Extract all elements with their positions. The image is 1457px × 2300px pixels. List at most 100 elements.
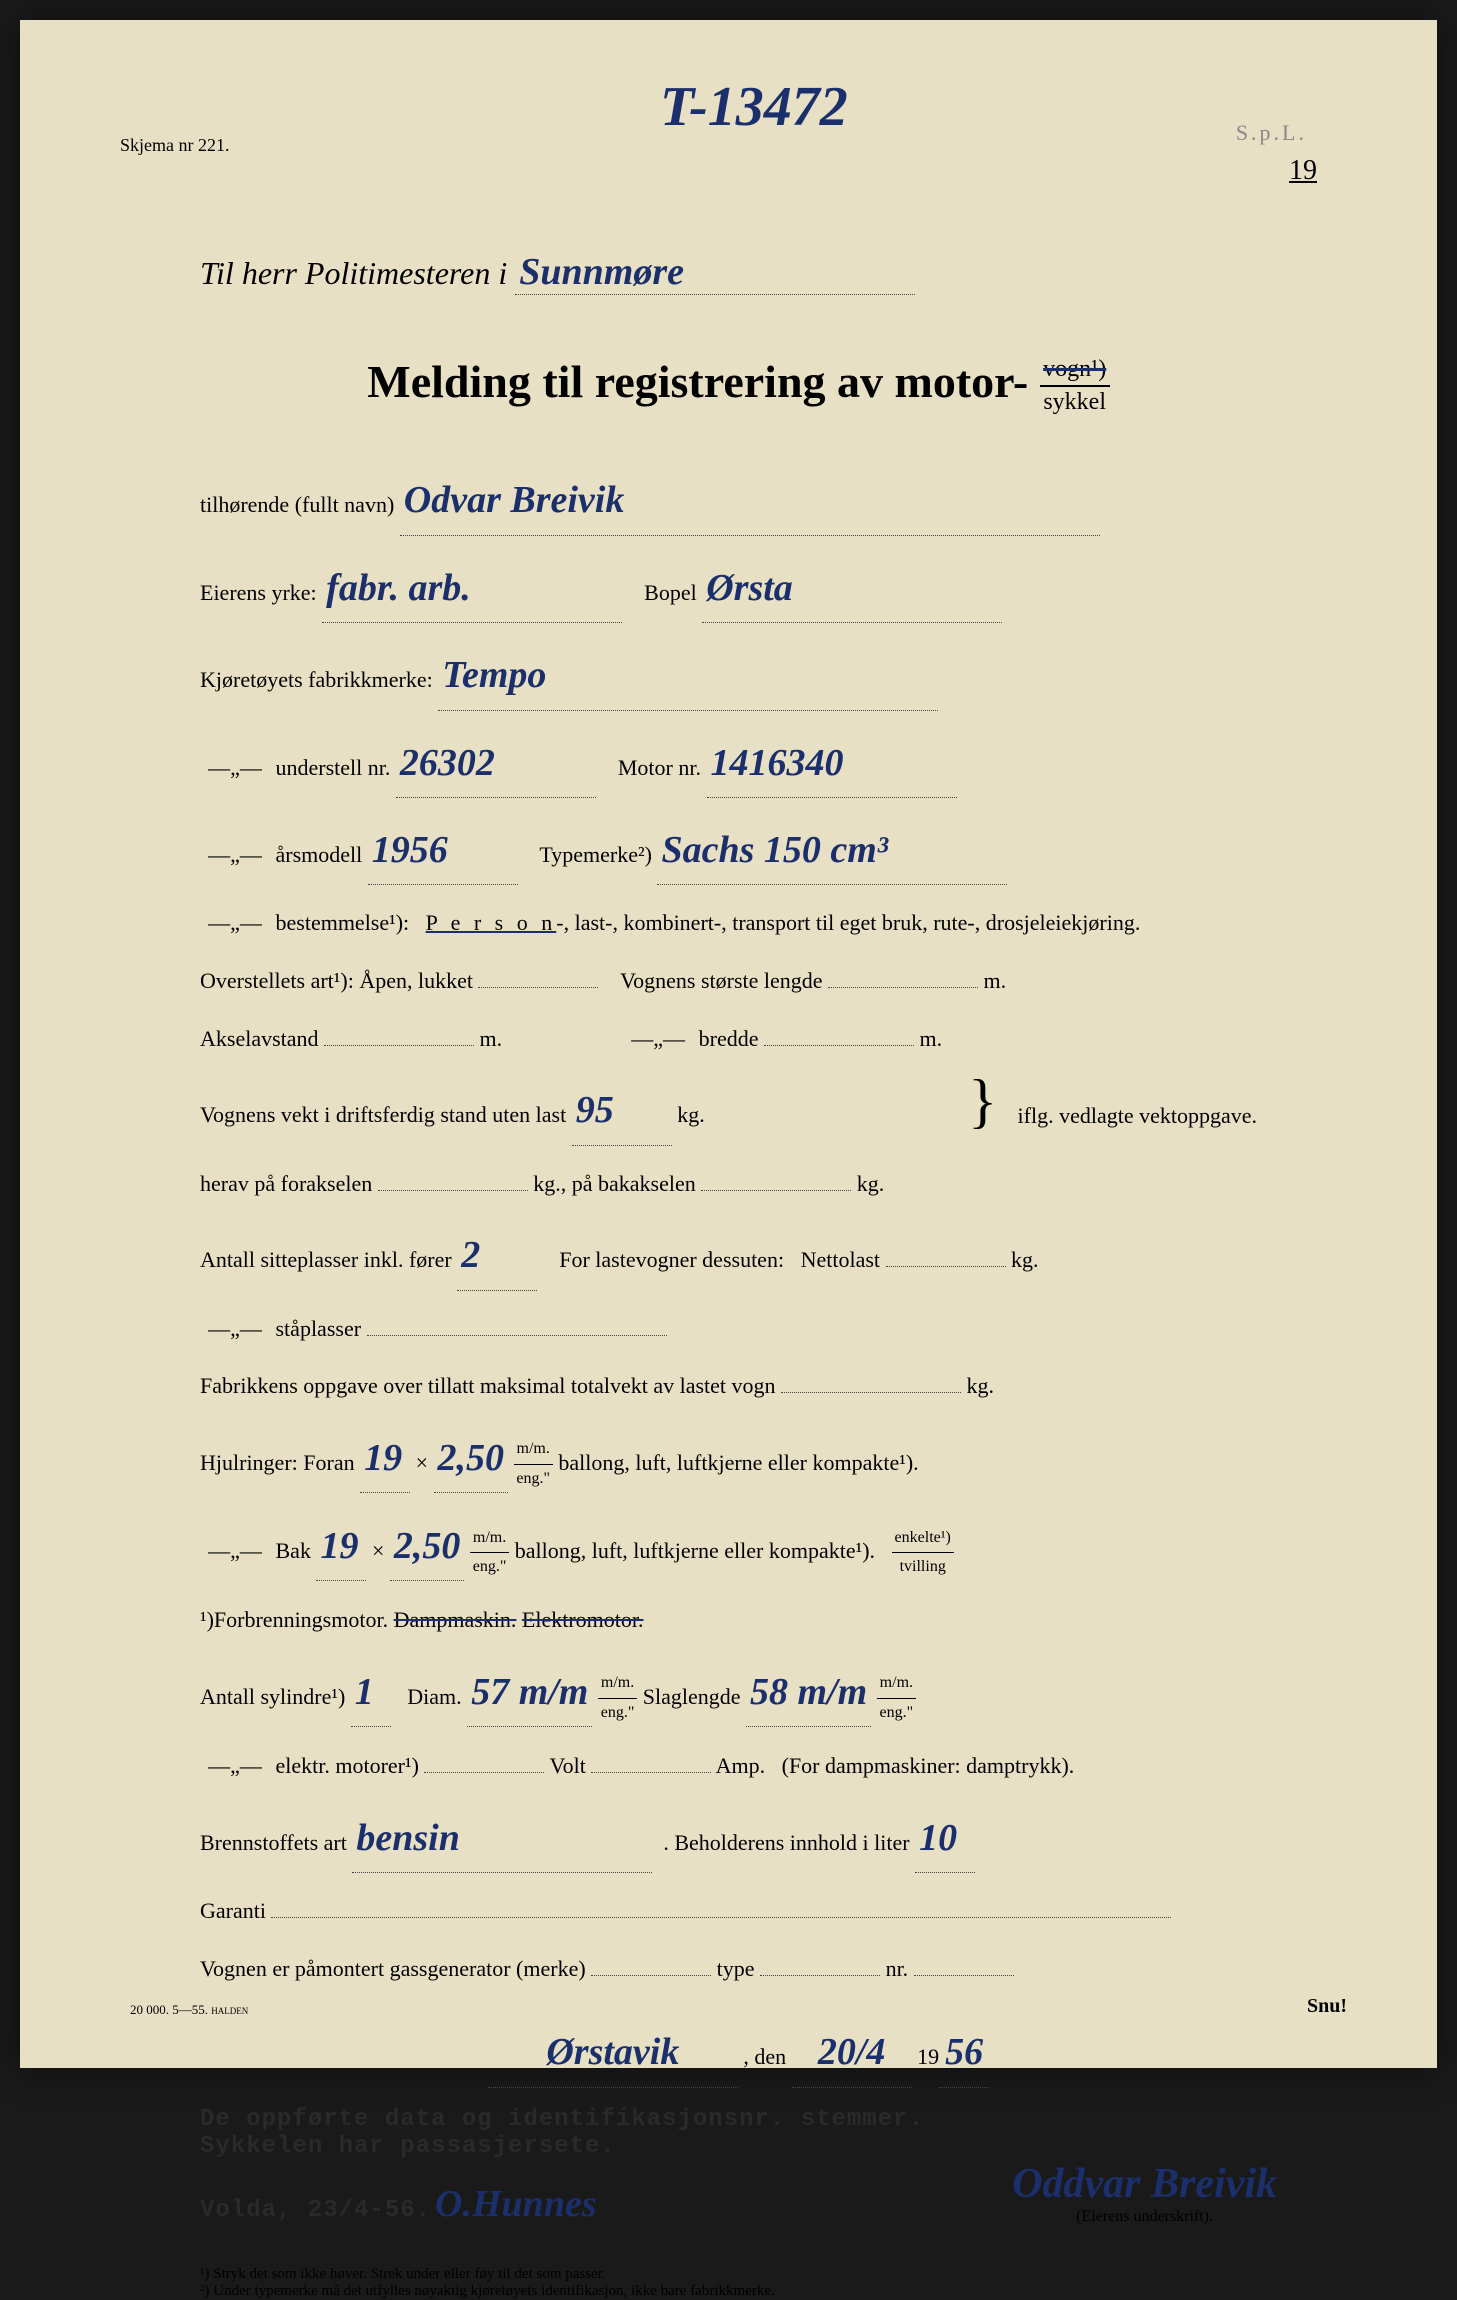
gasgen-type-label: type — [717, 1956, 755, 1981]
cylinders-label: Antall sylindre¹) — [200, 1684, 345, 1709]
volt-label: Volt — [550, 1753, 586, 1778]
owner-value: Odvar Breivik — [400, 466, 1100, 535]
elec-label: elektr. motorer¹) — [276, 1753, 419, 1778]
official-signature: O.Hunnes — [435, 2183, 597, 2225]
typed-note2: Sykkelen har passasjersete. — [200, 2133, 1277, 2160]
kg-unit: kg. — [677, 1102, 705, 1127]
date-label: den — [754, 2044, 786, 2069]
gasgen-make-blank — [591, 1975, 711, 1976]
warranty-row: Garanti — [200, 1891, 1277, 1931]
ditto: —„— — [623, 1019, 693, 1059]
mm-eng-frac: m/m.eng." — [514, 1435, 553, 1494]
make-label: Kjøretøyets fabrikkmerke: — [200, 667, 433, 692]
weight-value: 95 — [572, 1076, 672, 1145]
ditto: —„— — [200, 1531, 270, 1571]
make-value: Tempo — [438, 641, 938, 710]
front-axle-blank — [378, 1190, 528, 1191]
tires-front-a: 19 — [360, 1424, 410, 1493]
kg-unit: kg. — [1011, 1247, 1039, 1272]
owner-signature: Oddvar Breivik — [1012, 2160, 1277, 2208]
elec-row: —„— elektr. motorer¹) Volt Amp. (For dam… — [200, 1746, 1277, 1786]
maxweight-row: Fabrikkens oppgave over tillatt maksimal… — [200, 1366, 1277, 1406]
diam-label: Diam. — [407, 1684, 461, 1709]
date-line: Ørstavik , den 20/4 1956 — [200, 2018, 1277, 2087]
purpose-person: P e r s o n — [426, 910, 557, 935]
gasgen-type-blank — [760, 1975, 880, 1976]
occupation-value: fabr. arb. — [322, 554, 622, 623]
wheelbase-blank — [324, 1045, 474, 1046]
diam-value: 57 m/m — [467, 1658, 592, 1727]
residence-label: Bopel — [644, 580, 697, 605]
rear-axle-blank — [701, 1190, 851, 1191]
tank-value: 10 — [915, 1804, 975, 1873]
fuel-label: Brennstoffets art — [200, 1830, 347, 1855]
seats-value: 2 — [457, 1221, 537, 1290]
stroke-value: 58 m/m — [746, 1658, 871, 1727]
footnote2: ²) Under typemerke må det utfylles nøyak… — [200, 2283, 1277, 2300]
netload-label: Nettolast — [801, 1247, 880, 1272]
engine-struck2: Elektromotor. — [522, 1607, 644, 1632]
kg-unit: kg. — [857, 1171, 885, 1196]
mm-eng-frac: m/m.eng." — [598, 1669, 637, 1728]
title-main: Melding til registrering av motor- — [367, 356, 1028, 407]
owner-label: tilhørende (fullt navn) — [200, 492, 394, 517]
footnotes: ¹) Stryk det som ikke høver. Strek under… — [200, 2266, 1277, 2300]
year-value: 1956 — [368, 816, 518, 885]
axle-row: herav på forakselen kg., på bakakselen k… — [200, 1164, 1277, 1204]
wheelbase-row: Akselavstand m. —„— bredde m. — [200, 1019, 1277, 1059]
typed-note3: Volda, 23/4-56. — [200, 2197, 431, 2224]
cylinders-value: 1 — [351, 1658, 391, 1727]
addressee-value: Sunnmøre — [515, 250, 915, 295]
mm-eng-frac: m/m.eng." — [470, 1524, 509, 1583]
m-unit: m. — [480, 1026, 503, 1051]
tank-label: Beholderens innhold i liter — [674, 1830, 909, 1855]
place-value: Ørstavik — [488, 2018, 738, 2087]
tires-rear-label: Bak — [276, 1538, 311, 1563]
occupation-row: Eierens yrke: fabr. arb. Bopel Ørsta — [200, 554, 1277, 623]
tire-options: ballong, luft, luftkjerne eller kompakte… — [515, 1538, 875, 1563]
title-vogn-struck: vogn¹) — [1043, 356, 1106, 382]
ditto: —„— — [200, 1746, 270, 1786]
mm-eng-frac: m/m.eng." — [877, 1669, 916, 1728]
purpose-row: —„— bestemmelse¹): P e r s o n-, last-, … — [200, 903, 1277, 943]
engine-struck1: Dampmaskin. — [394, 1607, 517, 1632]
snu-label: Snu! — [1307, 1995, 1347, 2018]
top-reference: T-13472 — [660, 75, 848, 139]
maxweight-blank — [781, 1392, 961, 1393]
form-content: Til herr Politimesteren i Sunnmøre Meldi… — [200, 250, 1277, 2300]
chassis-label: understell nr. — [276, 755, 391, 780]
fuel-row: Brennstoffets art bensin . Beholderens i… — [200, 1804, 1277, 1873]
gasgen-label: Vognen er påmontert gassgenerator (merke… — [200, 1956, 586, 1981]
year-row: —„— årsmodell 1956 Typemerke²) Sachs 150… — [200, 816, 1277, 885]
engine-row: ¹)Forbrenningsmotor. Dampmaskin. Elektro… — [200, 1600, 1277, 1640]
length-blank — [828, 987, 978, 988]
body-label: Overstellets art¹): Åpen, lukket — [200, 968, 473, 993]
typed-sig-line: Volda, 23/4-56. O.Hunnes Oddvar Breivik … — [200, 2160, 1277, 2226]
gasgen-nr-label: nr. — [886, 1956, 909, 1981]
maxweight-label: Fabrikkens oppgave over tillatt maksimal… — [200, 1373, 776, 1398]
footnote1: ¹) Stryk det som ikke høver. Strek under… — [200, 2266, 1277, 2283]
year-prefix: 19 — [917, 2044, 939, 2069]
seats-label: Antall sitteplasser inkl. fører — [200, 1247, 452, 1272]
weight-note: iflg. vedlagte vektoppgave. — [1018, 1096, 1257, 1136]
purpose-label: bestemmelse¹): — [276, 910, 410, 935]
ditto: —„— — [200, 903, 270, 943]
form-number: Skjema nr 221. — [120, 135, 230, 156]
page-number: 19 — [1289, 155, 1317, 187]
type-label: Typemerke²) — [539, 842, 652, 867]
m-unit: m. — [920, 1026, 943, 1051]
rear-axle-label: på bakakselen — [572, 1171, 696, 1196]
single-twin-frac: enkelte¹)tvilling — [892, 1524, 954, 1583]
tires-front-label: Hjulringer: Foran — [200, 1450, 355, 1475]
owner-row: tilhørende (fullt navn) Odvar Breivik — [200, 466, 1277, 535]
wheelbase-label: Akselavstand — [200, 1026, 319, 1051]
fuel-value: bensin — [352, 1804, 652, 1873]
addressee-line: Til herr Politimesteren i Sunnmøre — [200, 250, 1277, 295]
chassis-row: —„— understell nr. 26302 Motor nr. 14163… — [200, 729, 1277, 798]
motor-label: Motor nr. — [618, 755, 701, 780]
seats-row: Antall sitteplasser inkl. fører 2 For la… — [200, 1221, 1277, 1290]
ditto: —„— — [200, 748, 270, 788]
standing-label: ståplasser — [276, 1316, 362, 1341]
tires-rear-a: 19 — [316, 1512, 366, 1581]
width-label: bredde — [699, 1026, 759, 1051]
